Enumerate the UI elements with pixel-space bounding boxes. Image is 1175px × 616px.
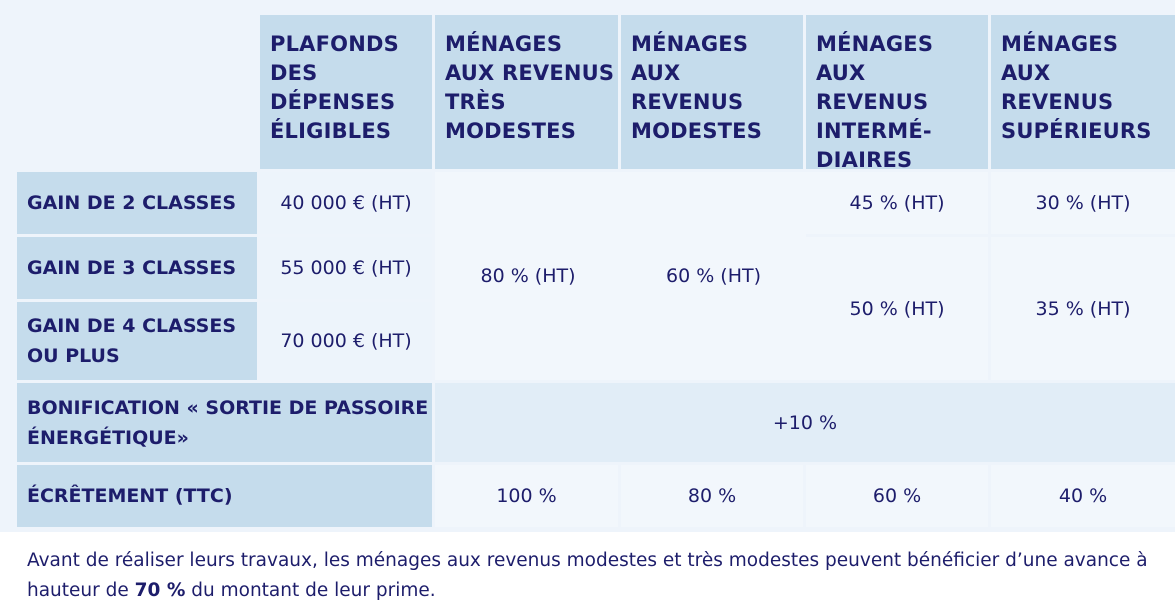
row-label-gain-4: GAIN DE 4 CLASSES OU PLUS [17, 302, 257, 380]
header-tres-modestes: MÉNAGES AUX REVENUS TRÈS MODESTES [435, 15, 618, 169]
rate-superieurs-gain-2: 30 % (HT) [991, 172, 1175, 234]
header-superieurs: MÉNAGES AUX REVENUS SUPÉRIEURS [991, 15, 1175, 169]
row-label-gain-2: GAIN DE 2 CLASSES [17, 172, 257, 234]
plafond-gain-3: 55 000 € (HT) [260, 237, 432, 299]
plafond-gain-2: 40 000 € (HT) [260, 172, 432, 234]
ecretement-modestes: 80 % [621, 465, 803, 527]
rate-intermediaires-gain-3-4: 50 % (HT) [806, 237, 988, 380]
header-intermediaires: MÉNAGES AUX REVENUS INTERMÉ-DIAIRES [806, 15, 988, 172]
bonification-value: +10 % [435, 383, 1175, 462]
footnote-text-before: Avant de réaliser leurs travaux, les mén… [27, 550, 1148, 601]
rate-superieurs-gain-3-4: 35 % (HT) [991, 237, 1175, 380]
footnote-text-after: du montant de leur prime. [185, 580, 436, 601]
rate-intermediaires-gain-2: 45 % (HT) [806, 172, 988, 234]
rate-modestes: 60 % (HT) [621, 172, 806, 380]
footnote: Avant de réaliser leurs travaux, les mén… [0, 532, 1175, 616]
row-label-gain-3: GAIN DE 3 CLASSES [17, 237, 257, 299]
ecretement-tres-modestes: 100 % [435, 465, 618, 527]
rate-tres-modestes: 80 % (HT) [435, 172, 621, 380]
header-modestes: MÉNAGES AUX REVENUS MODESTES [621, 15, 803, 169]
row-label-bonification: BONIFICATION « SORTIE DE PASSOIRE ÉNERGÉ… [17, 383, 432, 462]
header-plafonds: PLAFONDS DES DÉPENSES ÉLIGIBLES [260, 15, 432, 169]
ecretement-superieurs: 40 % [991, 465, 1175, 527]
footnote-highlight: 70 % [134, 580, 186, 601]
ecretement-intermediaires: 60 % [806, 465, 988, 527]
row-label-ecretement: ÉCRÊTEMENT (TTC) [17, 465, 432, 527]
plafond-gain-4: 70 000 € (HT) [260, 302, 432, 380]
